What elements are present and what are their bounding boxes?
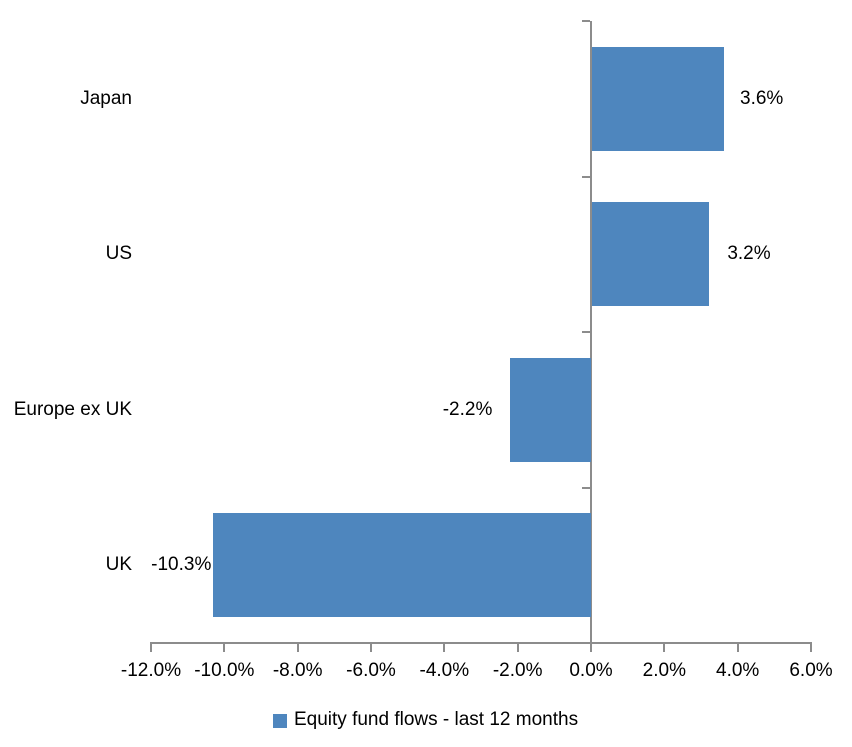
x-tick-label: 2.0% [642, 660, 686, 681]
x-tick [736, 644, 739, 652]
x-tick [516, 644, 519, 652]
category-label: UK [105, 554, 132, 576]
x-tick [590, 644, 592, 652]
x-tick [663, 644, 666, 652]
category-label: US [105, 243, 132, 265]
x-tick-label: -4.0% [419, 660, 470, 681]
category-tick [582, 486, 590, 489]
bar-value-label: 3.2% [727, 243, 771, 265]
bar-value-label: -10.3% [151, 554, 212, 576]
bar [592, 46, 724, 151]
legend-label: Equity fund flows - last 12 months [294, 709, 579, 730]
legend-swatch-icon [273, 713, 287, 728]
x-tick-label: 0.0% [569, 660, 613, 681]
category-tick [582, 175, 590, 178]
category-label: Japan [80, 87, 132, 109]
x-tick-label: -8.0% [272, 660, 323, 681]
x-axis [150, 642, 812, 644]
x-tick [150, 644, 152, 652]
x-tick [443, 644, 446, 652]
x-tick [370, 644, 372, 652]
x-tick [223, 644, 226, 652]
x-tick-label: -6.0% [346, 660, 396, 681]
x-tick-label: -10.0% [194, 660, 255, 681]
x-tick-label: 4.0% [716, 660, 760, 681]
legend: Equity fund flows - last 12 months [273, 709, 578, 731]
category-tick [582, 331, 590, 333]
bar [592, 202, 710, 307]
x-tick [296, 644, 299, 652]
x-tick-label: 6.0% [789, 660, 833, 681]
x-tick [810, 644, 812, 652]
x-tick-label: -2.0% [492, 660, 543, 681]
x-tick-label: -12.0% [120, 660, 182, 681]
bar [213, 513, 591, 618]
y-axis-zero-line [590, 21, 592, 644]
bar-value-label: 3.6% [740, 87, 784, 109]
bar [510, 357, 591, 462]
category-label: Europe ex UK [13, 398, 132, 420]
category-tick [582, 20, 590, 22]
bar-value-label: -2.2% [442, 398, 493, 420]
